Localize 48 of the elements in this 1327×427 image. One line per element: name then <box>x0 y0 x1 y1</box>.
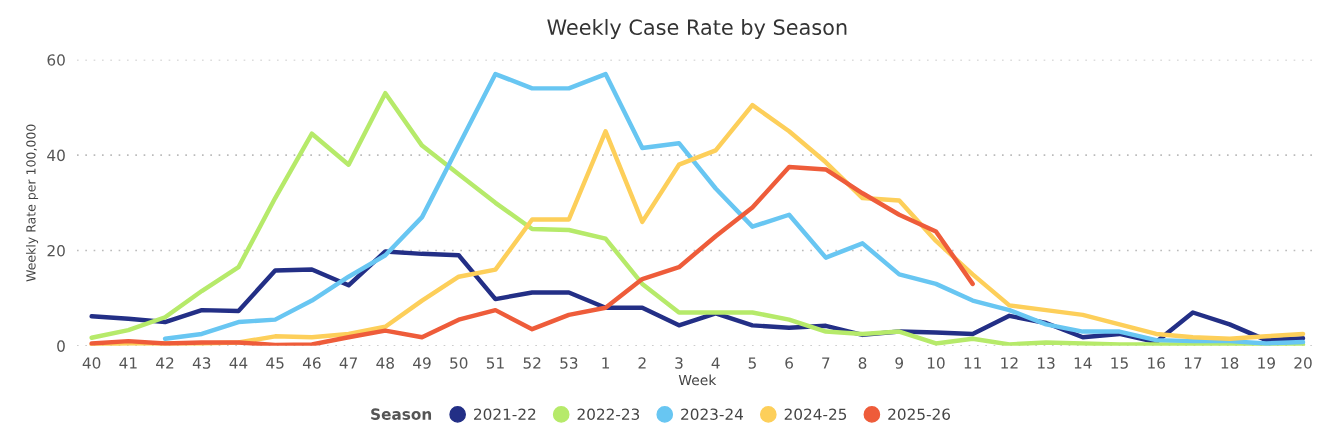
x-tick-label: 17 <box>1184 357 1202 369</box>
legend-label: 2023-24 <box>681 408 744 420</box>
y-tick-label: 40 <box>47 149 65 162</box>
legend-label: 2021-22 <box>474 408 536 420</box>
line-series <box>89 164 975 346</box>
x-tick-label: 45 <box>266 357 284 369</box>
x-tick-label: 49 <box>413 357 431 369</box>
y-tick-label: 60 <box>47 54 65 66</box>
legend-title: Season <box>371 408 432 420</box>
x-tick-label: 12 <box>1001 357 1018 369</box>
x-tick-label: 40 <box>82 357 101 369</box>
x-tick-label: 50 <box>450 357 468 369</box>
chart-title: Weekly Case Rate by Season <box>547 18 847 40</box>
x-tick-label: 43 <box>192 357 211 369</box>
x-tick-label: 16 <box>1148 357 1165 369</box>
y-tick-label: 0 <box>57 340 65 352</box>
y-tick-label: 20 <box>47 244 65 257</box>
x-tick-label: 5 <box>748 357 756 369</box>
x-axis-title: Week <box>678 374 717 386</box>
x-tick-label: 7 <box>822 357 830 369</box>
x-tick-label: 47 <box>339 357 358 369</box>
x-tick-label: 9 <box>895 357 904 369</box>
x-tick-label: 48 <box>376 357 394 369</box>
legend-label: 2022-23 <box>577 408 640 420</box>
x-tick-label: 19 <box>1258 357 1275 369</box>
x-tick-label: 20 <box>1294 357 1312 369</box>
x-tick-label: 18 <box>1221 357 1239 369</box>
x-tick-label: 15 <box>1111 357 1128 369</box>
legend-label: 2025-26 <box>888 408 951 420</box>
x-tick-label: 44 <box>229 357 248 369</box>
x-tick-label: 14 <box>1074 357 1092 369</box>
x-tick-label: 46 <box>302 357 321 369</box>
x-tick-label: 41 <box>119 357 137 369</box>
x-tick-label: 8 <box>858 357 867 369</box>
y-axis-title: Weekly Rate per 100,000 <box>25 124 39 282</box>
legend-label: 2024-25 <box>784 408 847 420</box>
x-tick-label: 51 <box>486 357 504 369</box>
x-tick-label: 11 <box>964 357 981 369</box>
x-tick-label: 10 <box>927 357 945 369</box>
x-tick-label: 4 <box>711 357 720 369</box>
x-tick-label: 3 <box>675 357 683 369</box>
x-tick-label: 2 <box>638 357 646 369</box>
x-tick-label: 1 <box>602 357 610 369</box>
x-tick-label: 13 <box>1038 357 1055 369</box>
x-tick-label: 42 <box>156 357 174 369</box>
x-tick-label: 53 <box>560 357 578 369</box>
x-tick-label: 52 <box>523 357 541 369</box>
x-tick-label: 6 <box>785 357 794 369</box>
